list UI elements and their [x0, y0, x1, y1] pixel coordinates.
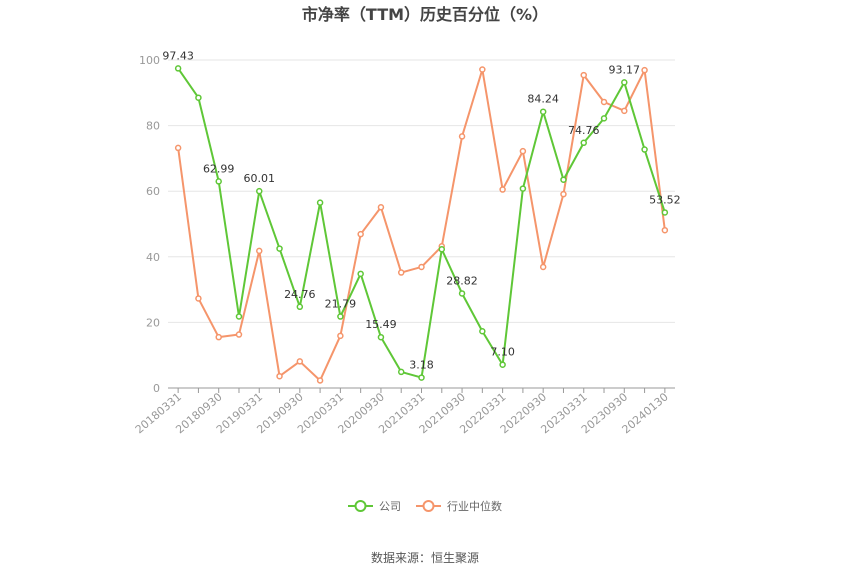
data-labels: 97.43 62.99 60.01 24.76 21.79 15.49 3.18 28.82 7… [162, 49, 680, 371]
data-point-公司 [560, 176, 567, 183]
legend-item-公司[interactable]: 公司 [348, 500, 401, 513]
data-point-公司 [296, 303, 304, 311]
data-label: 7.10 [490, 346, 515, 359]
legend-label: 行业中位数 [447, 499, 502, 513]
data-point-公司 [641, 146, 648, 153]
data-point-公司 [276, 245, 283, 252]
data-point-行业中位数 [276, 372, 283, 380]
data-point-公司 [479, 328, 486, 335]
data-label: 62.99 [203, 162, 235, 175]
data-label: 24.76 [284, 288, 316, 301]
data-point-公司 [235, 313, 243, 320]
data-point-行业中位数 [377, 204, 385, 211]
data-point-公司 [377, 333, 385, 341]
data-point-行业中位数 [418, 263, 425, 271]
source-note: 数据来源：恒生聚源 [371, 550, 479, 565]
y-tick-label: 80 [146, 120, 160, 133]
data-point-公司 [539, 108, 547, 115]
data-point-行业中位数 [641, 66, 648, 74]
data-point-公司 [661, 209, 669, 216]
data-point-公司 [600, 115, 608, 122]
data-point-行业中位数 [580, 71, 587, 79]
data-point-行业中位数 [195, 295, 202, 302]
data-label: 97.43 [162, 49, 194, 62]
x-axis: 2018033120180930201903312019093020200331… [133, 387, 675, 436]
data-point-公司 [580, 139, 587, 147]
data-point-公司 [195, 94, 202, 101]
data-point-公司 [256, 187, 263, 195]
data-point-公司 [215, 178, 222, 185]
y-tick-label: 20 [146, 316, 160, 329]
y-tick-label: 40 [146, 251, 160, 264]
legend-swatch-marker [354, 500, 367, 512]
data-point-行业中位数 [499, 186, 506, 193]
data-point-行业中位数 [256, 247, 263, 255]
legend[interactable]: 公司 行业中位数 [348, 499, 502, 513]
data-point-行业中位数 [215, 333, 222, 341]
y-tick-label: 60 [146, 185, 160, 198]
series-lines [177, 67, 666, 382]
data-point-公司 [438, 246, 446, 253]
data-point-公司 [519, 185, 527, 192]
legend-swatch-marker [422, 500, 435, 512]
data-point-公司 [621, 79, 628, 86]
data-label: 74.76 [568, 124, 600, 137]
data-point-公司 [397, 368, 405, 376]
data-point-行业中位数 [600, 98, 608, 106]
series-points [174, 65, 669, 384]
data-point-公司 [499, 361, 506, 368]
data-label: 53.52 [649, 193, 681, 206]
data-point-行业中位数 [458, 133, 466, 140]
data-label: 15.49 [365, 318, 397, 331]
data-point-公司 [337, 313, 344, 320]
data-label: 28.82 [446, 274, 478, 287]
data-point-公司 [174, 65, 182, 72]
data-label: 93.17 [609, 63, 641, 76]
data-point-行业中位数 [235, 331, 243, 338]
data-point-公司 [458, 290, 466, 297]
data-point-行业中位数 [174, 144, 182, 152]
series-line-公司 [177, 67, 666, 379]
data-label: 21.79 [325, 298, 357, 311]
gridlines [168, 59, 675, 323]
data-point-行业中位数 [337, 332, 344, 340]
data-point-公司 [357, 270, 364, 278]
y-axis: 0 20 40 60 80 100 [139, 54, 160, 395]
chart-title: 市净率（TTM）历史百分位（%） [302, 5, 548, 24]
data-point-行业中位数 [316, 377, 324, 384]
data-point-行业中位数 [519, 147, 527, 155]
data-point-行业中位数 [296, 358, 304, 365]
data-label: 60.01 [244, 172, 276, 185]
series-line-行业中位数 [177, 68, 666, 382]
data-point-行业中位数 [397, 269, 405, 276]
data-point-行业中位数 [560, 190, 567, 198]
legend-item-行业中位数[interactable]: 行业中位数 [416, 499, 502, 513]
data-point-行业中位数 [661, 226, 669, 234]
y-tick-label: 100 [139, 54, 160, 67]
data-point-公司 [316, 199, 324, 206]
data-point-行业中位数 [357, 230, 364, 238]
data-point-公司 [418, 374, 425, 381]
y-tick-label: 0 [153, 382, 160, 395]
legend-label: 公司 [379, 500, 401, 513]
data-point-行业中位数 [479, 66, 486, 73]
data-point-行业中位数 [539, 263, 547, 271]
data-label: 84.24 [527, 93, 559, 106]
data-label: 3.18 [409, 359, 434, 372]
data-point-行业中位数 [621, 107, 628, 115]
